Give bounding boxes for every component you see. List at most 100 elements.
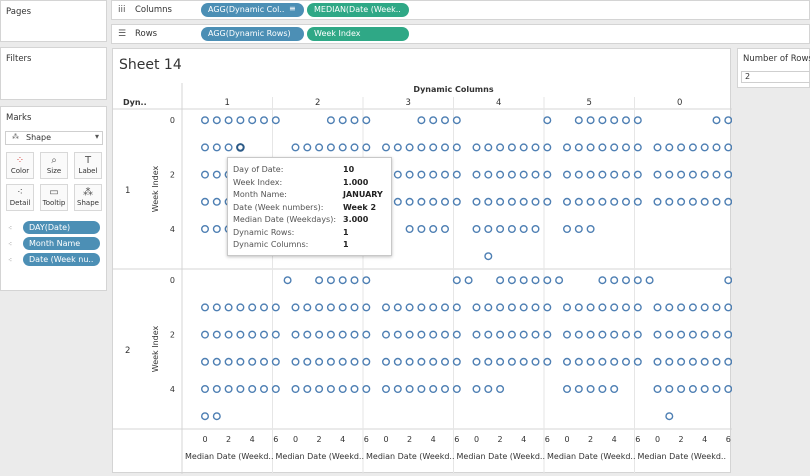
x-tick-label: 6 [635, 435, 640, 444]
detail-button[interactable]: ⁖ Detail [6, 184, 34, 211]
scatter-mark [484, 252, 493, 261]
scatter-mark [429, 303, 438, 312]
scatter-mark [362, 330, 371, 339]
scatter-mark [417, 385, 426, 394]
scatter-mark [700, 303, 709, 312]
field-pill-day-date[interactable]: DAY(Date) [23, 221, 100, 234]
field-pill-week-numbers[interactable]: Date (Week nu.. [23, 253, 100, 266]
scatter-mark [248, 330, 257, 339]
y-tick-label: 2 [170, 171, 175, 180]
scatter-mark [633, 170, 642, 179]
detail-field-icon: ⁖ [8, 256, 13, 264]
scatter-mark [507, 303, 516, 312]
scatter-mark [441, 303, 450, 312]
pages-card[interactable]: Pages [0, 0, 107, 42]
label-button[interactable]: T Label [74, 152, 102, 179]
shape-label: Shape [77, 199, 99, 207]
label-icon: T [84, 155, 92, 166]
scatter-mark [633, 276, 642, 285]
shape-icon: ⁂ [83, 187, 93, 198]
scatter-mark [393, 303, 402, 312]
scatter-mark [712, 330, 721, 339]
scatter-mark [417, 357, 426, 366]
scatter-mark [586, 385, 595, 394]
scatter-mark [441, 170, 450, 179]
scatter-mark [574, 143, 583, 152]
scatter-mark [338, 116, 347, 125]
scatter-mark [496, 330, 505, 339]
scatter-mark [665, 170, 674, 179]
rows-shelf[interactable]: ☰ Rows AGG(Dynamic Rows) Week Index [111, 24, 810, 44]
scatter-mark [598, 303, 607, 312]
scatter-mark [236, 357, 245, 366]
scatter-mark [212, 116, 221, 125]
field-pill-month-name[interactable]: Month Name [23, 237, 100, 250]
scatter-mark [712, 197, 721, 206]
scatter-mark [200, 143, 209, 152]
columns-pill-dynamic-col[interactable]: AGG(Dynamic Col.. [201, 3, 304, 17]
scatter-mark [653, 170, 662, 179]
parameter-input[interactable]: 2 [741, 71, 810, 83]
scatter-mark [212, 143, 221, 152]
scatter-mark [598, 170, 607, 179]
tooltip-value: 1 [343, 240, 349, 249]
scatter-mark [610, 116, 619, 125]
scatter-mark [700, 330, 709, 339]
scatter-mark [543, 330, 552, 339]
x-axis-label: Median Date (Weekd.. [185, 452, 274, 461]
scatter-mark [405, 224, 414, 233]
color-button[interactable]: ⁘ Color [6, 152, 34, 179]
scatter-mark [677, 303, 686, 312]
shape-type-icon: ⁂ [12, 133, 19, 141]
scatter-mark [563, 170, 572, 179]
scatter-mark [574, 116, 583, 125]
x-tick-label: 0 [655, 435, 660, 444]
scatter-mark [236, 116, 245, 125]
scatter-mark [212, 412, 221, 421]
rows-pill-dynamic-rows[interactable]: AGG(Dynamic Rows) [201, 27, 304, 41]
scatter-mark [248, 303, 257, 312]
column-header-label: 3 [406, 98, 411, 108]
sheet-view: Sheet 14 Dynamic Columns Dyn.. 1 2 3 4 5 0 1 Week… [112, 48, 732, 474]
scatter-mark [452, 303, 461, 312]
scatter-mark [484, 385, 493, 394]
sort-icon[interactable]: ≡ [289, 4, 296, 13]
columns-pill-median-date[interactable]: MEDIAN(Date (Week.. [307, 3, 409, 17]
scatter-mark [429, 357, 438, 366]
scatter-mark [563, 224, 572, 233]
scatter-mark [496, 276, 505, 285]
shape-button[interactable]: ⁂ Shape [74, 184, 102, 211]
tooltip-key: Date (Week numbers): [233, 202, 324, 212]
scatter-mark [271, 116, 280, 125]
scatter-mark [212, 224, 221, 233]
scatter-mark [586, 170, 595, 179]
scatter-mark [212, 170, 221, 179]
scatter-mark [543, 303, 552, 312]
scatter-mark [429, 116, 438, 125]
columns-shelf[interactable]: iii Columns AGG(Dynamic Col.. ≡ MEDIAN(D… [111, 0, 810, 20]
scatter-mark [724, 116, 732, 125]
scatter-mark [224, 143, 233, 152]
filters-card[interactable]: Filters [0, 47, 107, 100]
scatter-mark [688, 197, 697, 206]
tooltip-key: Dynamic Columns: [233, 240, 309, 249]
scatter-mark [531, 303, 540, 312]
scatter-mark [405, 143, 414, 152]
scatter-mark [724, 170, 732, 179]
scatter-mark [507, 357, 516, 366]
size-button[interactable]: ⌕ Size [40, 152, 68, 179]
x-axis-label: Median Date (Weekd.. [457, 452, 546, 461]
scatter-mark [677, 357, 686, 366]
scatter-mark [441, 357, 450, 366]
mark-type-dropdown[interactable]: ⁂ Shape ▾ [5, 131, 103, 145]
tooltip-button[interactable]: ▭ Tooltip [40, 184, 68, 211]
detail-label: Detail [9, 199, 31, 207]
scatter-mark [543, 276, 552, 285]
scatter-mark [326, 330, 335, 339]
scatter-mark [224, 357, 233, 366]
scatter-mark [405, 385, 414, 394]
x-axis-label: Median Date (Weekd.. [547, 452, 636, 461]
scatter-mark [677, 385, 686, 394]
scatter-mark [563, 385, 572, 394]
rows-pill-week-index[interactable]: Week Index [307, 27, 409, 41]
